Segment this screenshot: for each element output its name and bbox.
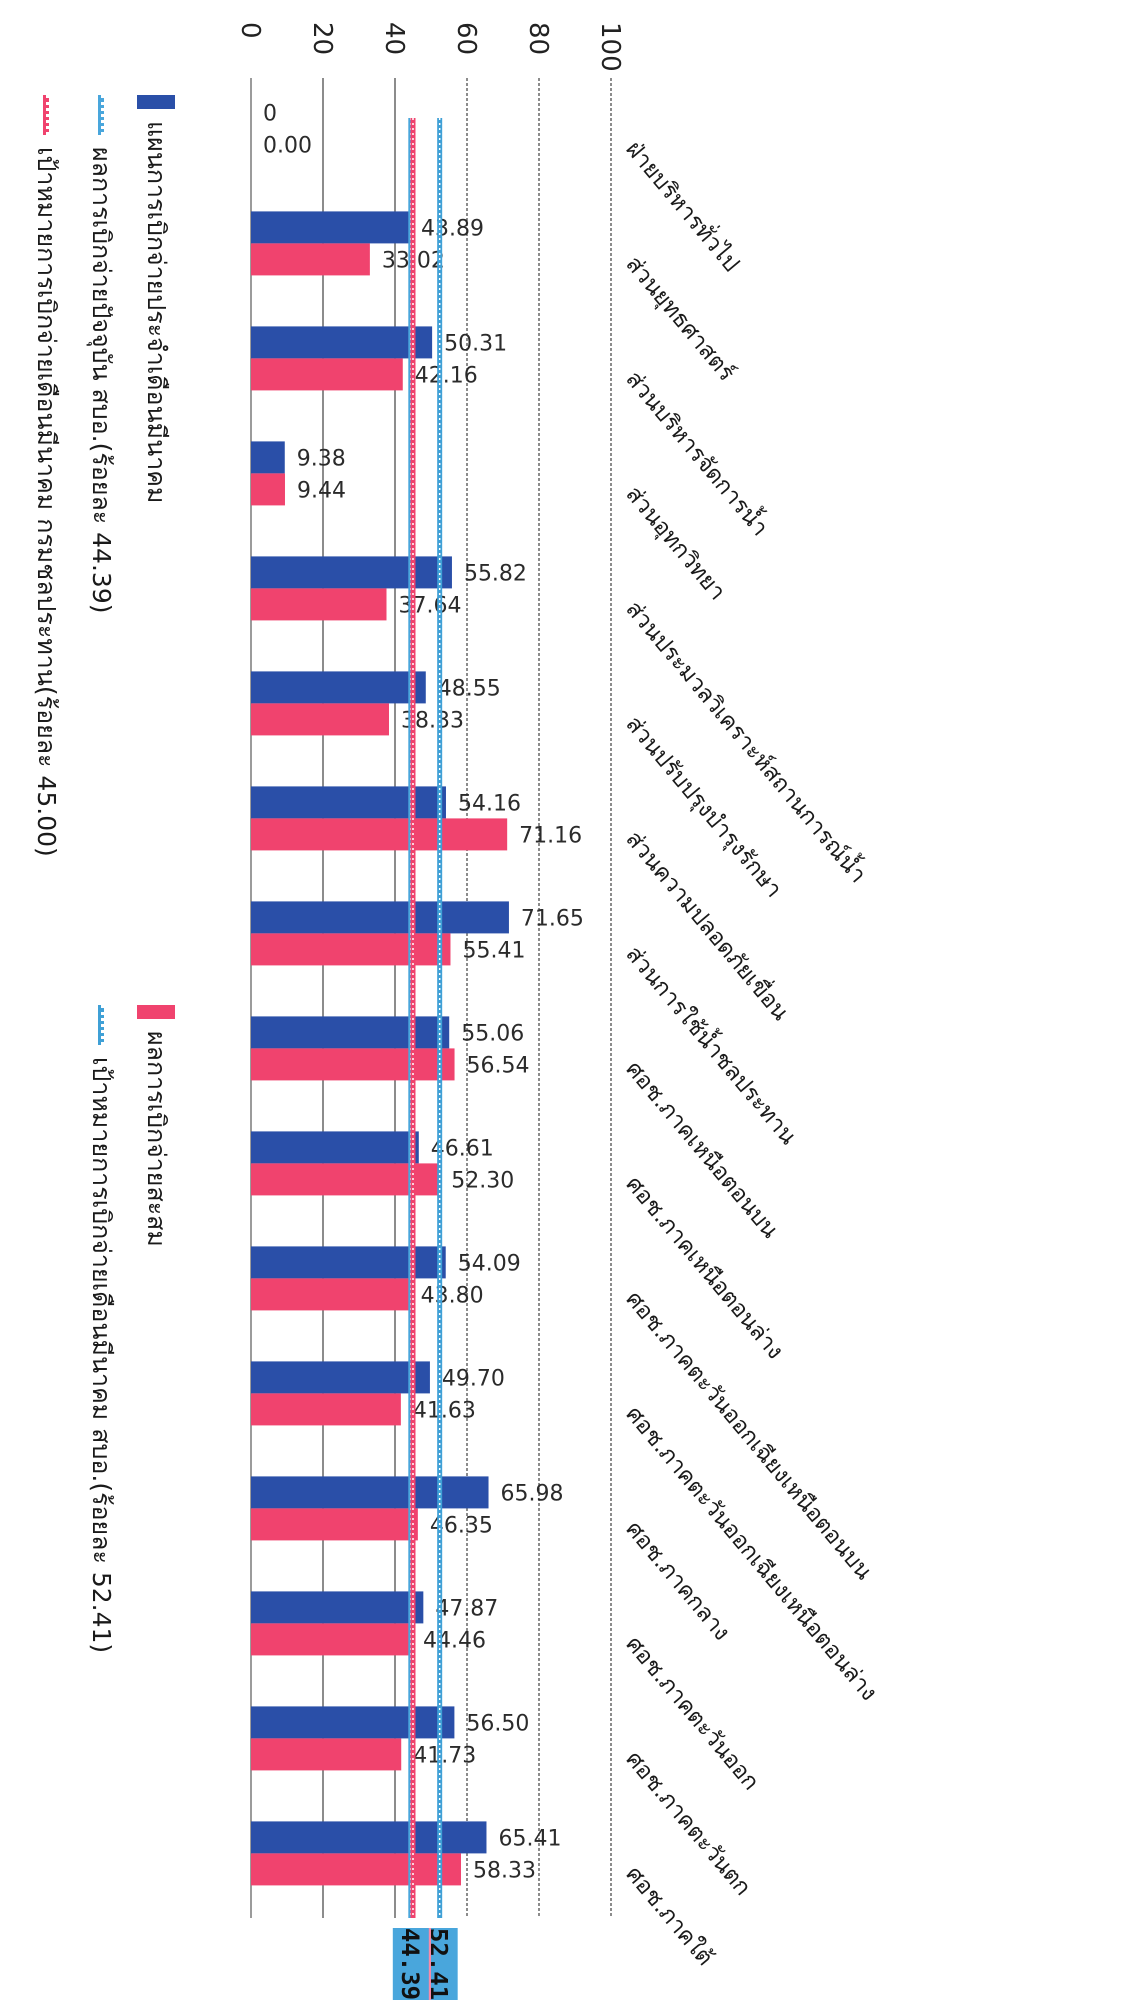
bar-accumulated bbox=[251, 1278, 409, 1311]
reference-value-label: 44.39 bbox=[396, 1928, 424, 2000]
legend-item-plan: แผนการเบิกจ่ายประจำเดือนมีนาคม bbox=[136, 95, 176, 503]
category-label: ส่วนอุทกวิทยา bbox=[620, 481, 730, 605]
data-label-accumulated: 41.63 bbox=[413, 1398, 476, 1423]
bar-accumulated bbox=[250, 1393, 401, 1426]
tick-label-0: 0 bbox=[235, 22, 265, 39]
category-label: ศอช.ภาคเหนือตอนล่าง bbox=[620, 1171, 788, 1364]
bar-accumulated bbox=[251, 1623, 412, 1656]
data-label-plan: 54.16 bbox=[458, 791, 521, 816]
data-label-accumulated: 52.30 bbox=[451, 1168, 514, 1193]
legend-label-accumulated: ผลการเบิกจ่ายสะสม bbox=[142, 1031, 171, 1247]
data-label-plan: 55.06 bbox=[461, 1021, 524, 1046]
legend-label-office-target: เป้าหมายการเบิกจ่ายเดือนมีนาคม สบอ.(ร้อย… bbox=[87, 1057, 116, 1654]
bar-plan bbox=[251, 1131, 419, 1164]
bar-accumulated bbox=[251, 473, 285, 506]
bar-plan bbox=[251, 1706, 455, 1739]
data-label-plan: 56.50 bbox=[466, 1711, 529, 1736]
bar-plan bbox=[251, 326, 433, 359]
legend-item-accumulated: ผลการเบิกจ่ายสะสม bbox=[136, 1005, 176, 1247]
legend-line-dept-target bbox=[43, 95, 49, 135]
tick-label-80: 80 bbox=[523, 22, 553, 55]
data-label-accumulated: 41.73 bbox=[413, 1743, 476, 1768]
data-label-plan: 43.89 bbox=[421, 216, 484, 241]
legend-line-current bbox=[98, 95, 104, 135]
reference-value-box bbox=[392, 1928, 429, 2000]
legend-swatch-plan bbox=[137, 95, 175, 109]
bar-accumulated bbox=[250, 1508, 418, 1541]
bar-accumulated bbox=[250, 1853, 461, 1886]
category-label: ส่วนความปลอดภัยเขื่อน bbox=[620, 824, 796, 1026]
data-label-accumulated: 56.54 bbox=[467, 1053, 530, 1078]
category-label: ศอช.ภาคใต้ bbox=[620, 1861, 718, 1971]
data-label-plan: 49.70 bbox=[442, 1366, 505, 1391]
bar-plan bbox=[251, 1476, 489, 1509]
bar-plan bbox=[251, 556, 452, 589]
bar-accumulated bbox=[251, 1738, 402, 1771]
data-label-plan: 48.55 bbox=[438, 676, 501, 701]
data-label-plan: 0 bbox=[263, 101, 277, 126]
data-label-plan: 65.98 bbox=[501, 1481, 564, 1506]
legend-line-office-target bbox=[98, 1005, 104, 1045]
plot-area bbox=[251, 78, 611, 1918]
bar-accumulated bbox=[250, 703, 389, 736]
bar-plan bbox=[251, 671, 426, 704]
bar-plan bbox=[251, 441, 285, 474]
bar-plan bbox=[250, 1361, 430, 1394]
data-label-accumulated: 71.16 bbox=[519, 823, 582, 848]
bar-plan bbox=[251, 211, 410, 244]
data-label-plan: 55.82 bbox=[464, 561, 527, 586]
bar-plan bbox=[251, 1016, 450, 1049]
bar-accumulated bbox=[251, 1048, 455, 1081]
bar-accumulated bbox=[251, 358, 403, 391]
legend-item-current: ผลการเบิกจ่ายปัจจุบัน สบอ.(ร้อยละ 44.39) bbox=[81, 95, 121, 613]
data-label-plan: 50.31 bbox=[444, 331, 507, 356]
bar-plan bbox=[251, 1246, 446, 1279]
data-label-accumulated: 55.41 bbox=[462, 938, 525, 963]
tick-label-60: 60 bbox=[451, 22, 481, 55]
bar-accumulated bbox=[251, 933, 451, 966]
tick-label-40: 40 bbox=[379, 22, 409, 55]
tick-label-100: 100 bbox=[595, 22, 625, 72]
legend-label-plan: แผนการเบิกจ่ายประจำเดือนมีนาคม bbox=[142, 121, 171, 504]
data-label-plan: 9.38 bbox=[297, 446, 346, 471]
bar-accumulated bbox=[251, 588, 387, 621]
data-label-plan: 47.87 bbox=[435, 1596, 498, 1621]
bar-plan bbox=[251, 1821, 487, 1854]
bar-accumulated bbox=[251, 818, 508, 851]
legend-label-current: ผลการเบิกจ่ายปัจจุบัน สบอ.(ร้อยละ 44.39) bbox=[87, 147, 116, 614]
category-label: ส่วนการใช้น้ำชลประทาน bbox=[620, 939, 804, 1150]
data-label-accumulated: 9.44 bbox=[297, 478, 346, 503]
data-label-accumulated: 42.16 bbox=[415, 363, 478, 388]
data-label-plan: 54.09 bbox=[458, 1251, 521, 1276]
data-label-accumulated: 58.33 bbox=[473, 1858, 536, 1883]
data-label-accumulated: 44.46 bbox=[423, 1628, 486, 1653]
tick-label-20: 20 bbox=[307, 22, 337, 55]
category-label: ศอช.ภาคกลาง bbox=[620, 1516, 734, 1645]
legend-item-dept-target: เป้าหมายการเบิกจ่ายเดือนมีนาคม กรมชลประท… bbox=[26, 95, 66, 857]
bar-plan bbox=[250, 1591, 424, 1624]
data-label-plan: 65.41 bbox=[498, 1826, 561, 1851]
legend-label-dept-target: เป้าหมายการเบิกจ่ายเดือนมีนาคม กรมชลประท… bbox=[32, 147, 61, 857]
data-label-accumulated: 0.00 bbox=[263, 133, 312, 158]
bar-accumulated bbox=[251, 1163, 440, 1196]
data-label-accumulated: 43.80 bbox=[421, 1283, 484, 1308]
bar-plan bbox=[251, 901, 509, 934]
legend-swatch-accumulated bbox=[137, 1005, 175, 1019]
legend-item-office-target: เป้าหมายการเบิกจ่ายเดือนมีนาคม สบอ.(ร้อย… bbox=[81, 1005, 121, 1653]
bar-accumulated bbox=[251, 243, 370, 276]
bar-plan bbox=[251, 786, 446, 819]
data-label-plan: 71.65 bbox=[521, 906, 584, 931]
data-label-accumulated: 37.64 bbox=[399, 593, 462, 618]
